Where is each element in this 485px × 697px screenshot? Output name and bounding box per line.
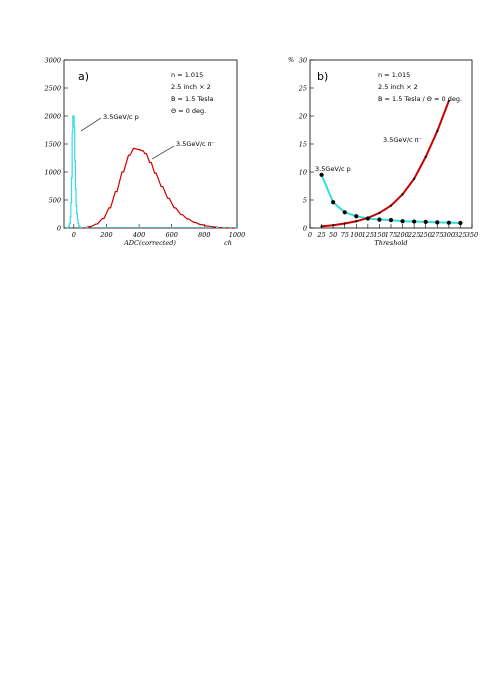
chart-a-series-0-histogram (66, 115, 82, 229)
chart-b-series (319, 99, 463, 228)
chart-b-xtick-label: 175 (385, 231, 397, 239)
chart-b-xtick-label: 0 (308, 231, 312, 239)
chart-b-ytick-label: 5 (303, 196, 307, 204)
chart-b: 0 25 50 75 100 125 150 175 200 225 250 275 300 325 350… (288, 56, 478, 247)
chart-a-xtick-label: 200 (99, 231, 112, 239)
chart-a-ytick-label: 2500 (43, 84, 61, 92)
chart-b-info-line-2: 2.5 inch × 2 (378, 83, 418, 91)
chart-a-series (66, 115, 239, 229)
chart-b-series-0-point (319, 172, 324, 177)
chart-b-series-0-point (423, 219, 428, 224)
chart-a-ytick-label: 1500 (44, 140, 61, 148)
chart-b-series-0-point (412, 219, 417, 224)
chart-a-info-line-2: 2.5 inch × 2 (171, 83, 211, 91)
chart-a-series-1-histogram (82, 147, 235, 229)
chart-b-series-0-line (320, 174, 461, 224)
chart-b-series-1-point (332, 224, 335, 227)
chart-a-arrow-pion (151, 145, 175, 160)
chart-a-arrow-proton (80, 117, 102, 132)
chart-b-series-1-point (366, 216, 369, 220)
chart-b-series-1-point (389, 204, 393, 207)
chart-a-xtick-label: 0 (72, 231, 76, 239)
chart-b-series-0-point (446, 220, 451, 225)
chart-b-xtick-label: 200 (395, 231, 408, 239)
chart-b-xtick-label: 75 (341, 231, 349, 239)
chart-b-ytick-label: 10 (299, 168, 307, 176)
chart-b-series-0-point (342, 210, 347, 215)
chart-b-ticks: 0 25 50 75 100 125 150 175 200 225 250 275 300 325 350… (298, 56, 478, 239)
chart-b-ylabel: % (288, 56, 294, 64)
chart-b-series-0-point (377, 217, 382, 222)
chart-a-ytick-label: 2000 (43, 112, 61, 120)
chart-b-xtick-label: 150 (373, 231, 385, 239)
chart-b-xlabel: Threshold (374, 239, 407, 247)
chart-b-xtick-label: 250 (419, 231, 432, 239)
chart-b-annotation-proton: 3.5GeV/c p (315, 165, 351, 173)
chart-a-info-line-3: B = 1.5 Tesla (171, 95, 213, 103)
chart-b-series-0-point (331, 200, 336, 205)
chart-b-ytick-label: 25 (298, 84, 307, 92)
chart-b-ytick-label: 30 (299, 56, 307, 64)
chart-b-info-line-3: B = 1.5 Tesla / Θ = 0 deg. (378, 95, 462, 103)
chart-b-xtick-label: 350 (466, 231, 478, 239)
chart-b-xtick-label: 300 (443, 231, 455, 239)
chart-b-annotation-pion: 3.5GeV/c π⁻ (383, 136, 422, 144)
chart-b-series-1-point (401, 193, 404, 196)
chart-a-panel-label: a) (78, 70, 89, 83)
chart-b-series-1-point (424, 155, 427, 158)
chart-a-ytick-label: 500 (49, 196, 61, 204)
chart-a-info-line-4: Θ = 0 deg. (171, 107, 206, 115)
chart-a-xunit: ch (224, 239, 232, 247)
chart-a-annotation-proton: 3.5GeV/c p (103, 113, 139, 121)
chart-b-series-0-point (400, 219, 405, 224)
chart-a-xtick-label: 1000 (229, 231, 246, 239)
chart-b-xtick-label: 225 (407, 231, 420, 239)
chart-b-series-1-point (447, 99, 450, 102)
chart-b-xtick-label: 50 (329, 231, 337, 239)
chart-b-xtick-label: 275 (430, 231, 443, 239)
chart-a-ticks: 0 200 400 600 800 1000 0 500 1000 1500 2000 2500 300… (43, 56, 245, 239)
chart-b-xtick-label: 125 (362, 231, 374, 239)
chart-b-series-0-point (354, 214, 359, 219)
chart-a-xtick-label: 400 (132, 231, 145, 239)
chart-b-ytick-label: 20 (298, 112, 307, 120)
chart-a-ytick-label: 0 (57, 224, 61, 232)
chart-b-series-1-point (320, 225, 323, 228)
chart-b-xtick-label: 25 (316, 231, 325, 239)
chart-a: 0 200 400 600 800 1000 0 500 1000 1500 2000 2500 300… (43, 56, 245, 247)
chart-a-info-line-1: n = 1.015 (171, 71, 203, 79)
chart-b-series-1-point (436, 130, 439, 133)
chart-b-series-0-point (388, 218, 394, 223)
chart-b-series-1-point (355, 220, 358, 223)
chart-b-series-1-point (378, 211, 381, 214)
chart-b-series-1-point (413, 177, 416, 180)
chart-a-xlabel: ADC(corrected) (123, 239, 176, 247)
chart-b-panel-label: b) (317, 70, 328, 83)
chart-b-series-0-point (435, 220, 440, 225)
chart-b-ytick-label: 15 (299, 140, 307, 148)
chart-a-ytick-label: 3000 (44, 56, 61, 64)
chart-b-series-1-point (343, 222, 346, 225)
chart-b-series-1-line (321, 100, 450, 228)
chart-b-info-line-1: n = 1.015 (378, 71, 410, 79)
chart-b-xtick-label: 325 (454, 231, 466, 239)
chart-b-series-0-point (458, 220, 463, 226)
chart-a-ytick-label: 1000 (44, 168, 61, 176)
chart-a-annotation-pion: 3.5GeV/c π⁻ (176, 140, 215, 148)
chart-b-xtick-label: 100 (350, 231, 362, 239)
chart-b-ytick-label: 0 (303, 224, 307, 232)
chart-a-xtick-label: 800 (198, 231, 210, 239)
chart-a-xtick-label: 600 (166, 231, 178, 239)
